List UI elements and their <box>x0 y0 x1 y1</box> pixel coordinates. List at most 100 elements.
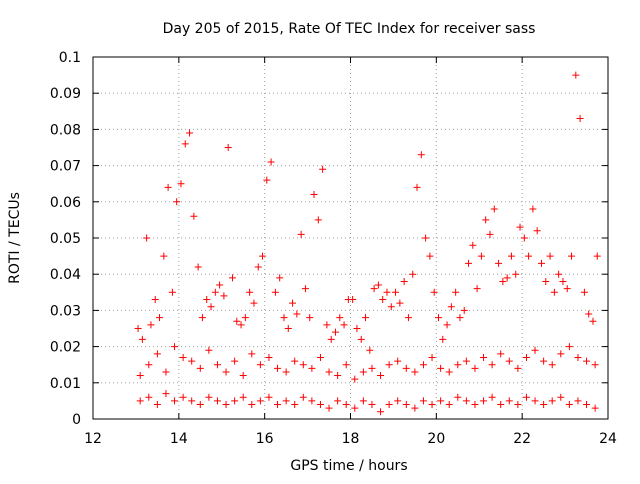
data-point <box>153 401 161 409</box>
data-point <box>316 353 324 361</box>
data-point <box>316 401 324 409</box>
data-point <box>413 183 421 191</box>
data-point <box>447 303 455 311</box>
data-point <box>194 263 202 271</box>
y-tick-label: 0.05 <box>50 231 81 247</box>
data-point <box>460 306 468 314</box>
data-point <box>171 397 179 405</box>
data-point <box>480 353 488 361</box>
y-tick-label: 0.04 <box>50 267 81 283</box>
data-point <box>198 314 206 322</box>
data-point <box>445 368 453 376</box>
data-point <box>368 401 376 409</box>
data-point <box>160 252 168 260</box>
data-point <box>557 350 565 358</box>
data-point <box>591 361 599 369</box>
data-point <box>368 364 376 372</box>
data-point <box>377 408 385 416</box>
data-point <box>282 368 290 376</box>
data-point <box>143 234 151 242</box>
y-tick-label: 0.1 <box>59 50 81 66</box>
data-point <box>445 401 453 409</box>
data-point <box>589 317 597 325</box>
data-point <box>151 296 159 304</box>
data-point <box>400 277 408 285</box>
data-point <box>211 288 219 296</box>
data-point <box>323 321 331 329</box>
x-tick-label: 14 <box>170 431 188 447</box>
data-point <box>259 252 267 260</box>
data-point <box>239 393 247 401</box>
data-point <box>136 372 144 380</box>
chart-title: Day 205 of 2015, Rate Of TEC Index for r… <box>163 21 536 37</box>
data-point <box>299 393 307 401</box>
data-point <box>308 364 316 372</box>
data-point <box>583 401 591 409</box>
data-point <box>168 288 176 296</box>
data-point <box>497 401 505 409</box>
data-point <box>289 299 297 307</box>
data-point <box>419 361 427 369</box>
data-point <box>537 259 545 267</box>
x-tick-label: 16 <box>256 431 274 447</box>
data-point <box>434 314 442 322</box>
data-point <box>557 393 565 401</box>
x-tick-label: 12 <box>84 431 102 447</box>
data-point <box>233 317 241 325</box>
data-point <box>153 350 161 358</box>
data-point <box>540 357 548 365</box>
x-tick-label: 20 <box>427 431 445 447</box>
data-point <box>203 296 211 304</box>
data-point <box>409 270 417 278</box>
data-point <box>291 357 299 365</box>
data-point <box>314 216 322 224</box>
x-tick-label: 22 <box>513 431 531 447</box>
y-tick-label: 0.02 <box>50 340 81 356</box>
axis-ticks: 12 14 16 18 20 22 24 0 0.01 0.02 0.03 0.04 0.05 0.06 0… <box>50 50 617 447</box>
data-point <box>452 288 460 296</box>
data-point <box>241 314 249 322</box>
data-point <box>574 397 582 405</box>
data-point <box>224 144 232 151</box>
y-axis-label: ROTI / TECUs <box>7 192 23 284</box>
data-point <box>336 314 344 322</box>
data-point <box>263 176 271 184</box>
data-point <box>265 353 273 361</box>
y-tick-label: 0.08 <box>50 122 81 138</box>
data-point <box>503 274 511 282</box>
data-point <box>520 234 528 242</box>
data-point <box>276 274 284 282</box>
data-point <box>246 288 254 296</box>
data-point <box>548 397 556 405</box>
data-point <box>162 368 170 376</box>
data-point <box>456 314 464 322</box>
data-point <box>334 397 342 405</box>
data-point <box>310 191 318 199</box>
data-point <box>366 346 374 354</box>
data-point <box>585 310 593 318</box>
data-point <box>274 401 282 409</box>
data-point <box>231 397 239 405</box>
data-point <box>353 325 361 332</box>
y-tick-label: 0.06 <box>50 195 81 211</box>
data-point <box>522 393 530 401</box>
data-point <box>138 335 146 343</box>
data-point <box>437 364 445 372</box>
data-point <box>525 252 533 260</box>
data-point <box>422 234 430 242</box>
data-point <box>213 361 221 369</box>
data-point <box>411 404 419 412</box>
data-point <box>417 151 425 159</box>
data-point <box>213 397 221 405</box>
data-point <box>486 230 494 238</box>
data-point <box>280 314 288 322</box>
data-point <box>385 361 393 369</box>
data-point <box>186 129 194 137</box>
data-point <box>514 364 522 372</box>
data-point <box>430 288 438 296</box>
data-point <box>308 397 316 405</box>
data-point <box>482 216 490 224</box>
data-point <box>488 393 496 401</box>
data-point <box>568 252 576 260</box>
data-point <box>359 397 367 405</box>
